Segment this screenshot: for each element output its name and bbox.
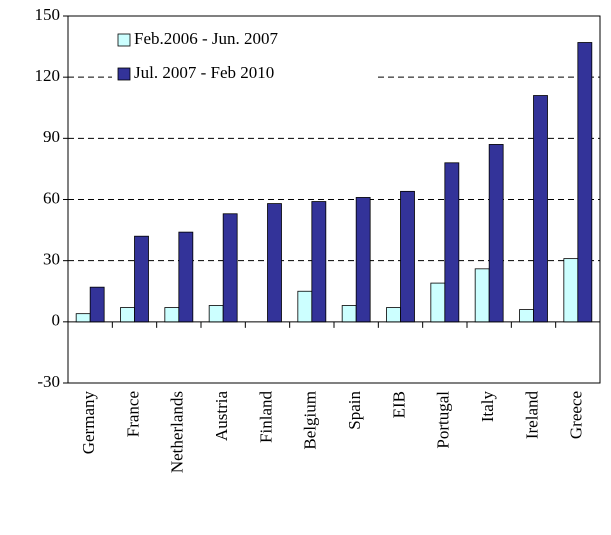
bar xyxy=(120,307,135,323)
x-tick-label: Italy xyxy=(478,391,497,423)
bar xyxy=(519,309,534,323)
bar xyxy=(400,190,415,323)
bar xyxy=(533,95,548,323)
legend-box xyxy=(112,24,374,92)
bar xyxy=(134,235,149,323)
bar xyxy=(311,201,327,323)
bar xyxy=(444,162,460,323)
x-tick-label: Germany xyxy=(79,391,98,455)
y-tick-label: 0 xyxy=(52,311,61,330)
y-tick-label: 30 xyxy=(43,250,60,269)
x-tick-label: Ireland xyxy=(522,391,541,440)
x-tick-label: EIB xyxy=(389,391,408,418)
legend-label: Jul. 2007 - Feb 2010 xyxy=(134,63,274,82)
legend-label: Feb.2006 - Jun. 2007 xyxy=(134,29,279,48)
bar xyxy=(355,197,371,323)
x-tick-label: Netherlands xyxy=(168,391,187,473)
bar xyxy=(577,42,593,323)
bar xyxy=(178,231,194,323)
bar xyxy=(341,305,357,323)
bar xyxy=(430,282,446,323)
x-tick-label: France xyxy=(123,391,142,437)
bar xyxy=(563,258,579,323)
plot-frame xyxy=(67,15,601,384)
bar xyxy=(386,307,401,323)
bar xyxy=(474,268,490,323)
bar xyxy=(164,307,180,323)
bar xyxy=(89,286,105,323)
y-tick-label: 90 xyxy=(43,127,60,146)
x-tick-label: Finland xyxy=(256,391,275,443)
y-tick-label: 120 xyxy=(35,66,61,85)
bar xyxy=(208,305,224,323)
x-tick-label: Greece xyxy=(567,391,586,439)
y-tick-label: -30 xyxy=(37,372,60,391)
bar xyxy=(297,290,313,323)
x-tick-label: Belgium xyxy=(301,391,320,450)
legend-swatch xyxy=(117,67,131,81)
legend-swatch xyxy=(117,33,131,47)
y-tick-label: 150 xyxy=(35,5,61,24)
bar xyxy=(488,144,504,323)
bar xyxy=(75,313,91,323)
x-tick-label: Spain xyxy=(345,391,364,430)
bar xyxy=(222,213,238,323)
x-tick-label: Portugal xyxy=(434,391,453,449)
bar xyxy=(267,203,282,323)
x-tick-label: Austria xyxy=(212,391,231,442)
y-tick-label: 60 xyxy=(43,188,60,207)
